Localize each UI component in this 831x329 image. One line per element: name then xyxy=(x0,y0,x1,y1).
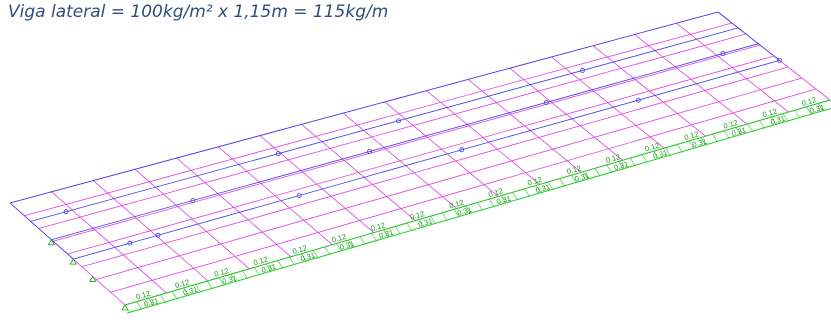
load-hatch xyxy=(795,110,800,118)
load-hatch xyxy=(243,271,248,279)
load-hatch xyxy=(207,281,212,289)
frame-line xyxy=(73,60,779,259)
load-hatch xyxy=(325,247,330,255)
load-hatch xyxy=(125,305,130,313)
load-hatch xyxy=(489,199,494,207)
mesh-line xyxy=(82,67,788,267)
page: Viga lateral = 100kg/m² x 1,15m = 115kg/… xyxy=(0,0,831,329)
support xyxy=(48,240,54,245)
mesh-line xyxy=(24,23,732,216)
mesh-line xyxy=(111,89,816,292)
load-hatch xyxy=(630,158,635,166)
load-hatch xyxy=(290,257,295,265)
load-hatch xyxy=(748,124,753,132)
support xyxy=(90,276,96,281)
load-hatch xyxy=(137,302,142,310)
load-hatch xyxy=(160,295,165,303)
load-hatch xyxy=(677,144,682,152)
load-hatch xyxy=(478,203,483,211)
frame-line xyxy=(31,28,738,222)
load-hatch xyxy=(372,233,377,241)
load-hatch xyxy=(172,291,177,299)
support xyxy=(70,259,76,264)
load-hatch xyxy=(560,179,565,187)
load-hatch xyxy=(513,192,518,200)
load-hatch xyxy=(360,237,365,245)
frame-line xyxy=(718,12,780,60)
load-hatch xyxy=(595,168,600,176)
support xyxy=(122,305,128,310)
mesh-line xyxy=(96,78,802,280)
load-hatch xyxy=(724,131,729,139)
load-hatch xyxy=(395,226,400,234)
load-hatch xyxy=(607,165,612,173)
load-hatch xyxy=(407,223,412,231)
load-hatch xyxy=(525,189,530,197)
load-hatch xyxy=(760,121,765,129)
load-hatch xyxy=(254,267,259,275)
mesh-line xyxy=(39,34,746,229)
load-hatch xyxy=(713,134,718,142)
load-hatch xyxy=(642,155,647,163)
model-view: 0.120.120.120.120.120.120.120.120.120.12… xyxy=(0,0,831,329)
load-hatch xyxy=(442,213,447,221)
load-hatch xyxy=(278,261,283,269)
